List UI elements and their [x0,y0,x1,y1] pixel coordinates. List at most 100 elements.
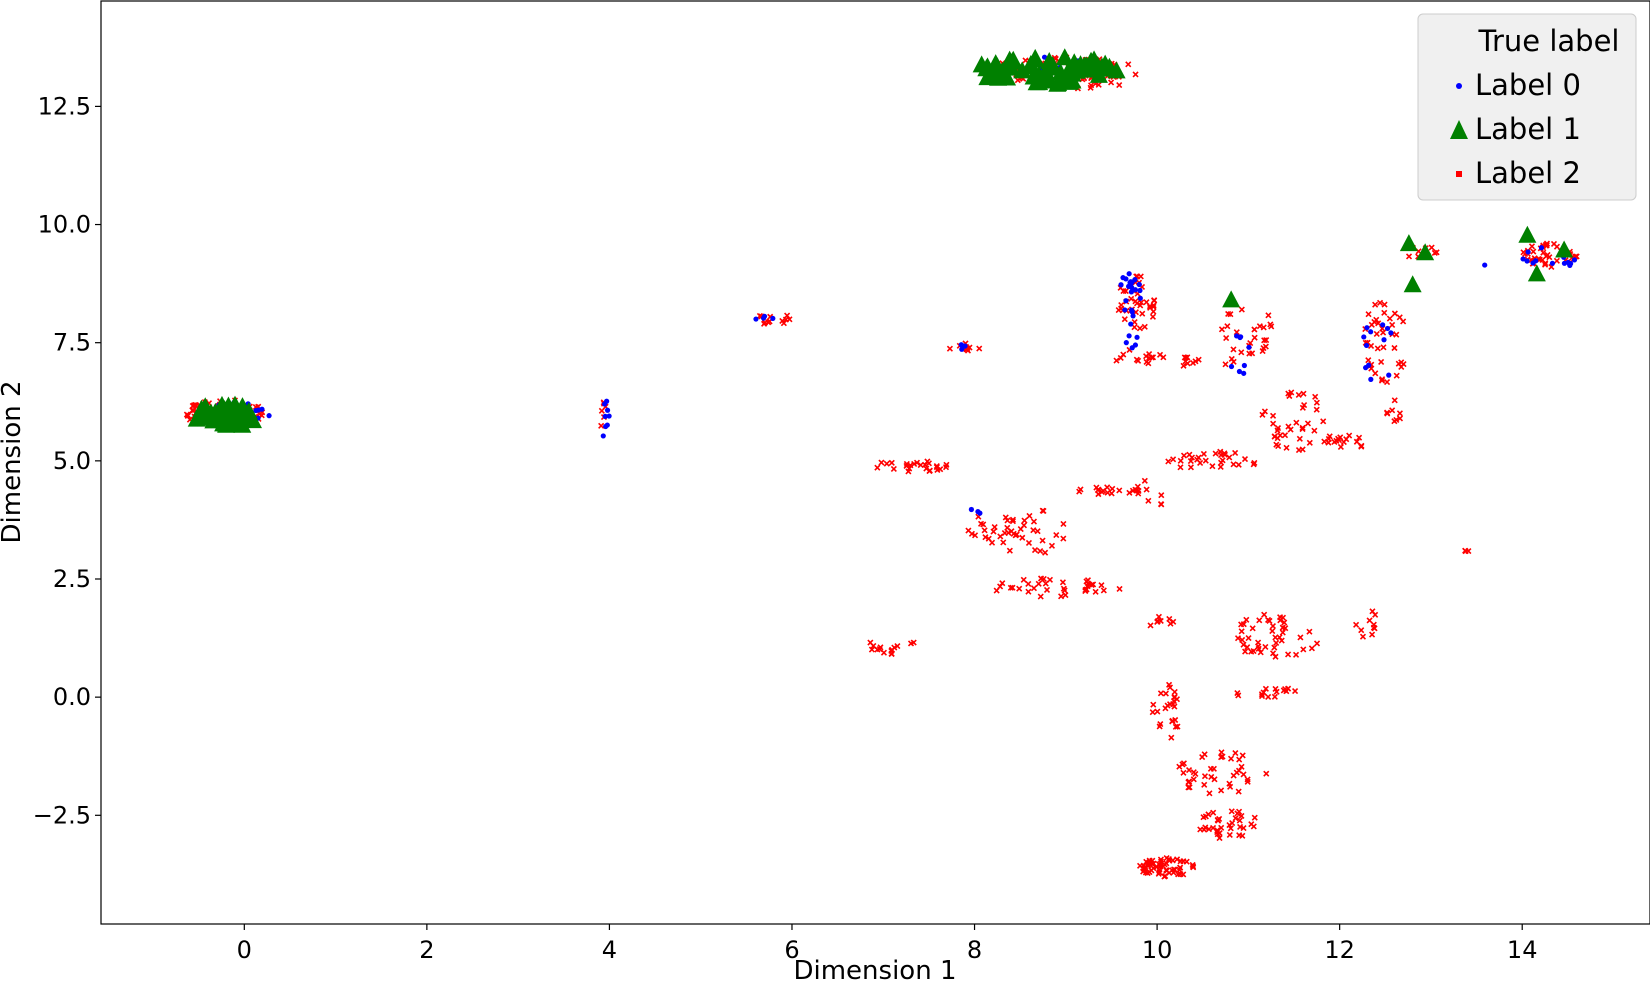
data-point [971,532,979,539]
data-point [753,316,759,322]
data-point [1218,326,1226,333]
data-point [1549,260,1556,266]
data-point [1205,811,1212,818]
series-label-1 [187,48,1574,433]
data-point [1283,444,1290,451]
data-point [1175,871,1182,878]
y-axis-label: Dimension 2 [0,380,27,543]
data-point [1269,650,1277,657]
data-point [1037,548,1044,555]
data-point [244,411,263,429]
data-point [1358,442,1365,449]
data-point [1166,684,1174,691]
data-point [1261,611,1268,618]
data-point [910,639,917,646]
data-point [1279,624,1286,631]
data-point [1126,489,1133,496]
data-point [1237,334,1243,341]
data-point [1162,705,1169,712]
data-point [1020,576,1027,583]
data-point [1292,651,1300,658]
x-tick-label: 14 [1507,936,1538,964]
data-point [1122,288,1129,295]
data-point [1389,407,1396,414]
data-point [1146,857,1153,864]
data-point [1379,376,1386,383]
data-point [1180,452,1188,459]
data-point [1136,325,1143,332]
data-point [1285,651,1292,658]
data-point [1262,685,1269,692]
data-point [1359,633,1367,640]
legend-box [1417,13,1637,201]
data-point [985,535,992,542]
data-point [1128,295,1135,302]
data-point [1553,257,1560,264]
data-point [1230,461,1237,468]
data-point [1137,302,1144,309]
data-point [1005,529,1012,536]
data-point [1128,279,1134,285]
data-point [1250,648,1257,655]
data-point [1201,781,1208,788]
data-point [1391,310,1398,317]
data-point [1172,716,1179,724]
data-point [1136,281,1142,288]
data-point [1160,354,1167,361]
data-point [1428,244,1435,251]
data-point [1007,584,1014,591]
data-point [990,528,997,535]
data-point [1368,329,1374,335]
data-point [1368,631,1376,638]
data-point [1218,754,1225,761]
data-point [1075,56,1094,74]
x-tick-label: 6 [784,936,799,964]
data-point [1201,773,1209,780]
data-point [1061,587,1068,594]
data-point [1230,346,1237,353]
data-point [1312,393,1319,400]
data-point [1306,439,1313,446]
data-point [1378,358,1385,366]
data-point [1234,689,1241,697]
data-point [1202,457,1209,464]
data-point [1212,450,1219,457]
data-point [1125,61,1132,68]
data-point [1026,50,1045,68]
data-point [1375,320,1382,327]
data-point [1221,450,1228,457]
data-point [183,411,190,418]
data-point [1149,313,1156,320]
data-point [1353,621,1360,628]
data-point [883,460,890,467]
y-tick-label: −2.5 [33,801,91,829]
data-point [1235,767,1243,774]
data-point [1120,275,1126,281]
data-point [1148,354,1155,361]
data-point [1260,689,1267,696]
data-point [1092,57,1111,75]
data-point [1108,490,1115,497]
data-point [1145,862,1152,869]
data-point [1301,401,1308,409]
y-tick-label: 10.0 [38,211,91,239]
data-point [1042,549,1049,556]
data-point [1238,812,1245,820]
data-point [760,320,768,327]
data-point [1297,634,1304,641]
data-point [1380,322,1386,328]
data-point [1396,314,1403,321]
data-point [1340,438,1347,446]
data-point [1180,760,1187,767]
data-point [906,465,913,472]
data-point [1146,869,1153,876]
data-point [1090,581,1097,588]
data-point [1247,339,1254,347]
data-point [1331,438,1338,445]
data-point [1122,307,1128,313]
data-point [1321,438,1328,445]
data-point [1234,635,1242,642]
data-point [1121,316,1128,323]
data-point [1238,763,1245,770]
data-point [1257,649,1264,656]
